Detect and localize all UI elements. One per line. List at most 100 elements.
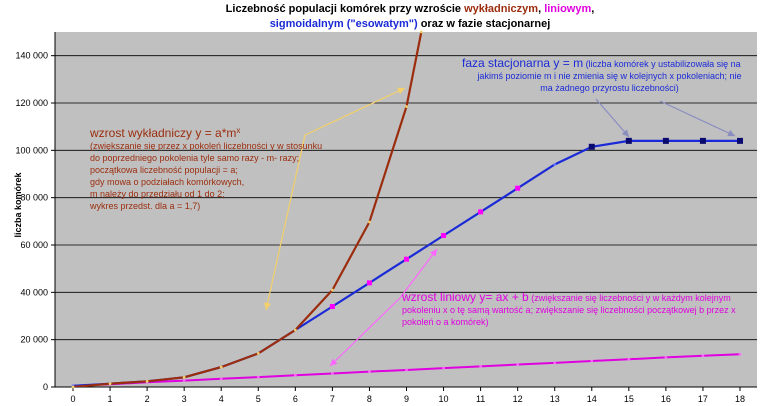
x-tick-label: 16 <box>661 394 671 404</box>
exp-heading: wzrost wykładniczy y = a*m <box>90 126 237 140</box>
y-tick-label: 0 <box>43 382 48 392</box>
title-sep-2: , <box>591 3 595 15</box>
point-lin <box>182 379 186 383</box>
exp-body-line: wykres przedst. dla a = 1,7) <box>90 201 201 211</box>
point-lin <box>256 375 260 379</box>
point-lin <box>368 370 371 374</box>
point-exp <box>293 328 297 332</box>
point-exp <box>145 379 149 383</box>
x-tick-label: 10 <box>439 394 449 404</box>
exp-annotation: wzrost wykładniczy y = a*mx (zwiększanie… <box>90 125 322 212</box>
title-end: oraz w fazie stacjonarnej <box>417 18 551 30</box>
marker-linear-phase <box>441 233 447 239</box>
point-exp <box>108 382 112 386</box>
x-tick-label: 9 <box>404 394 409 404</box>
title-sig: sigmoidalnym ("esowatym") <box>269 18 418 30</box>
exp-body-line: m należy do przedziału od 1 do 2; <box>90 189 225 199</box>
title-lin: liniowym <box>544 3 592 15</box>
exp-superscript: x <box>236 126 241 135</box>
x-tick-label: 18 <box>735 394 745 404</box>
exp-body-line: gdy mowa o podziałach komórkowych, <box>90 177 245 187</box>
marker-linear-phase <box>329 304 335 310</box>
point-lin <box>664 356 668 359</box>
marker-stationary <box>662 137 669 144</box>
marker-stationary <box>737 137 743 144</box>
x-tick-label: 6 <box>293 394 298 404</box>
marker-stationary <box>588 143 595 150</box>
point-lin <box>479 365 483 368</box>
point-lin <box>405 368 408 372</box>
lin-body-2: pokoleniu x o tę samą wartość a; zwiększ… <box>402 305 736 315</box>
plot-area <box>55 32 757 387</box>
lin-arrow-up <box>399 248 438 299</box>
marker-linear-phase <box>404 256 409 262</box>
point-lin <box>330 372 334 375</box>
lin-annotation: wzrost liniowy y= ax + b (zwiększanie si… <box>402 291 760 328</box>
point-exp <box>71 385 75 389</box>
y-tick-label: 140 000 <box>15 51 48 61</box>
y-tick-label: 120 000 <box>15 98 48 108</box>
exp-body: (zwiększanie się przez x pokoleń liczebn… <box>90 140 322 212</box>
x-tick-label: 13 <box>550 394 560 404</box>
y-tick-label: 80 000 <box>20 193 48 203</box>
point-lin <box>701 354 705 358</box>
point-exp <box>405 105 408 108</box>
exp-arrow-down <box>265 134 306 311</box>
stat-arrow-right-head <box>727 129 735 137</box>
stat-arrow-left <box>595 98 630 138</box>
x-tick-label: 11 <box>476 394 485 404</box>
y-tick-label: 100 000 <box>15 145 48 155</box>
x-tick-label: 2 <box>145 394 150 404</box>
point-exp <box>182 375 186 379</box>
stat-body-2: jakimś poziomie m i nie zmienia się w ko… <box>477 71 742 81</box>
chart-title: Liczebność populacji komórek przy wzrośc… <box>150 2 670 32</box>
stat-body-3: ma żadnego przyrostu liczebności) <box>540 83 679 93</box>
x-tick-label: 1 <box>108 394 113 404</box>
x-tick-label: 5 <box>256 394 261 404</box>
exp-body-line: do poprzedniego pokolenia tyle samo razy… <box>90 153 300 163</box>
point-lin <box>516 363 520 366</box>
exp-body-line: początkowa liczebność populacji = a; <box>90 165 238 175</box>
stat-arrow-right <box>659 100 736 137</box>
marker-stationary <box>699 137 706 144</box>
y-tick-label: 20 000 <box>20 335 48 345</box>
stat-heading: faza stacjonarna y = m <box>462 56 584 70</box>
marker-stationary <box>625 137 632 144</box>
lin-body-3: pokoleń o a komórek) <box>402 317 489 327</box>
title-part: Liczebność populacji komórek przy wzrośc… <box>225 3 465 15</box>
x-tick-label: 8 <box>367 394 372 404</box>
x-tick-label: 12 <box>513 394 523 404</box>
exp-arrow-up-head <box>397 87 405 95</box>
x-tick-label: 15 <box>624 394 634 404</box>
point-lin <box>738 352 742 356</box>
lin-arrow-down <box>329 297 401 367</box>
stat-arrow-left-head <box>621 129 629 137</box>
y-tick-label: 60 000 <box>20 240 48 250</box>
point-lin <box>553 361 557 365</box>
point-lin <box>627 357 631 361</box>
x-tick-label: 14 <box>587 394 597 404</box>
point-lin <box>293 373 297 377</box>
point-exp <box>419 30 423 34</box>
x-tick-label: 0 <box>70 394 75 404</box>
lin-body-1: (zwiększanie się liczebności y w każdym … <box>528 293 731 303</box>
title-exp: wykładniczym <box>464 3 539 15</box>
x-tick-label: 17 <box>698 394 708 404</box>
y-tick-label: 40 000 <box>20 287 48 297</box>
title-sep: , <box>538 3 545 15</box>
y-axis-label: liczba komórek <box>13 172 23 238</box>
point-lin <box>219 377 223 381</box>
exp-arrow-up <box>304 87 406 136</box>
x-tick-label: 7 <box>330 394 335 404</box>
point-sig <box>553 163 557 166</box>
point-exp <box>219 365 223 369</box>
marker-linear-phase <box>366 280 372 286</box>
point-lin <box>442 366 445 370</box>
point-exp <box>256 351 260 355</box>
x-tick-label: 4 <box>219 394 224 404</box>
marker-linear-phase <box>515 185 521 191</box>
point-lin <box>590 359 594 363</box>
lin-heading: wzrost liniowy y= ax + b <box>402 290 529 304</box>
stat-annotation: faza stacjonarna y = m (liczba komórek y… <box>462 57 757 94</box>
